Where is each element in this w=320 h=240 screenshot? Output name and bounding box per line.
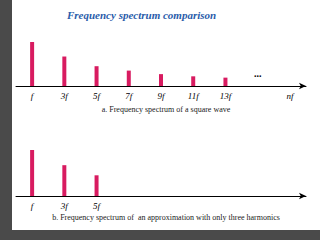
svg-text:b. Frequency spectrum of an a: b. Frequency spectrum of an approximatio… (52, 213, 280, 222)
svg-text:13f: 13f (220, 91, 233, 101)
svg-text:3f: 3f (60, 91, 69, 101)
svg-text:Frequency spectrum comparison: Frequency spectrum comparison (66, 9, 216, 21)
svg-text:11f: 11f (188, 91, 200, 101)
svg-text:5f: 5f (93, 201, 102, 211)
svg-text:f: f (31, 201, 35, 211)
svg-text:3f: 3f (60, 201, 69, 211)
svg-text:7f: 7f (125, 91, 134, 101)
svg-text:f: f (31, 91, 35, 101)
svg-text:9f: 9f (157, 91, 166, 101)
svg-text:nf: nf (286, 91, 295, 101)
svg-text:a. Frequency spectrum of a squ: a. Frequency spectrum of a square wave (102, 105, 231, 114)
svg-text:...: ... (254, 68, 262, 79)
svg-text:5f: 5f (93, 91, 102, 101)
